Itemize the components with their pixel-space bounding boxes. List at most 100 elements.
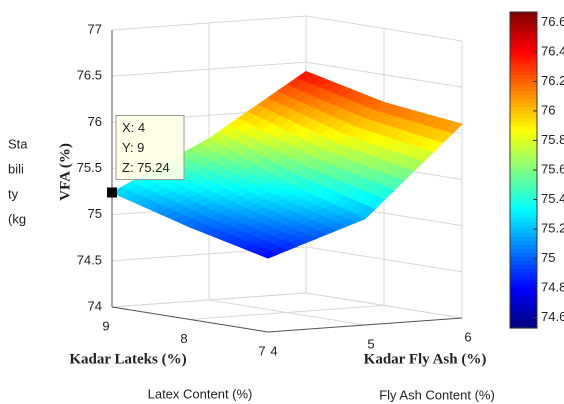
z-tick-label: 76.5	[77, 68, 102, 83]
colorbar-segment	[510, 213, 537, 218]
colorbar-segment	[510, 106, 537, 112]
colorbar-segment	[510, 300, 537, 305]
colorbar-segment	[510, 130, 537, 136]
side-text: ty	[8, 186, 19, 201]
colorbar-segment	[510, 229, 537, 234]
colorbar-segment	[510, 173, 537, 179]
colorbar-segment	[510, 63, 537, 68]
z-tick-label: 74.5	[77, 252, 102, 267]
grid-line	[189, 305, 385, 320]
colorbar-segment	[510, 35, 537, 41]
datatip-marker	[107, 187, 117, 198]
y-tick-label: 7	[258, 343, 265, 358]
colorbar-segment	[510, 75, 537, 80]
axis-line	[267, 317, 463, 333]
colorbar-segment	[510, 272, 537, 278]
colorbar-segment	[510, 94, 537, 100]
colorbar-segment	[510, 276, 537, 282]
z-tick-label: 77	[88, 21, 102, 36]
z-tick-label: 74	[88, 298, 102, 313]
colorbar-segment	[510, 138, 537, 143]
colorbar-segment	[510, 288, 537, 294]
colorbar-segment	[510, 205, 537, 211]
colorbar-segment	[510, 316, 537, 321]
datatip-box	[115, 115, 185, 181]
colorbar-segment	[510, 308, 537, 313]
colorbar-segment	[510, 245, 537, 250]
colorbar-segment	[510, 19, 537, 25]
colorbar-segment	[510, 142, 537, 147]
colorbar-segment	[510, 241, 537, 246]
colorbar-segment	[510, 249, 537, 254]
colorbar-segment	[510, 55, 537, 60]
surface-patch	[259, 250, 279, 259]
colorbar-segment	[510, 23, 537, 29]
colorbar-segment	[510, 296, 537, 301]
colorbar-segment	[510, 225, 537, 230]
colorbar-segment	[510, 252, 537, 258]
colorbar-segment	[510, 39, 537, 45]
colorbar-segment	[510, 162, 537, 167]
colorbar-segment	[510, 158, 537, 163]
colorbar-segment	[510, 193, 537, 199]
colorbar-segment	[510, 122, 537, 128]
x-tick-label: 5	[367, 336, 374, 351]
colorbar-segment	[510, 256, 537, 262]
datatip-text: Y: 9	[122, 140, 144, 155]
colorbar-segment	[510, 284, 537, 290]
colorbar-segment	[510, 185, 537, 191]
colorbar-segment	[510, 79, 537, 84]
z-tick-label: 75	[88, 206, 102, 221]
colorbar-tick-label: 76.2	[541, 73, 564, 88]
colorbar-segment	[510, 260, 537, 266]
colorbar-tick-label: 76	[541, 102, 555, 117]
colorbar-segment	[510, 27, 537, 33]
colorbar-segment	[510, 146, 537, 151]
colorbar-tick-label: 75.6	[541, 161, 564, 176]
colorbar-segment	[510, 170, 537, 175]
colorbar-segment	[510, 166, 537, 171]
colorbar-tick-label: 76.6	[541, 14, 564, 29]
x-caption: Latex Content (%)	[148, 386, 253, 401]
y-tick-label: 9	[102, 318, 109, 333]
colorbar-segment	[510, 98, 537, 104]
x-axis-label: Kadar Fly Ash (%)	[364, 351, 487, 367]
colorbar-segment	[510, 31, 537, 37]
colorbar-segment	[510, 292, 537, 297]
side-text: Sta	[8, 136, 28, 151]
z-axis-label: VFA (%)	[57, 143, 73, 201]
colorbar-segment	[510, 118, 537, 124]
colorbar-segment	[510, 264, 537, 270]
colorbar-segment	[510, 71, 537, 76]
colorbar-segment	[510, 209, 537, 215]
axis-line	[111, 306, 269, 333]
side-text: (kg	[8, 211, 26, 226]
colorbar-tick-label: 75.4	[541, 191, 564, 206]
colorbar-segment	[510, 324, 537, 329]
colorbar-segment	[510, 189, 537, 195]
z-tick-label: 75.5	[77, 160, 102, 175]
colorbar-segment	[510, 197, 537, 203]
x-tick-label: 6	[464, 329, 471, 344]
x-tick-label: 4	[270, 343, 277, 358]
colorbar-segment	[510, 12, 537, 17]
colorbar-segment	[510, 201, 537, 207]
colorbar-segment	[510, 83, 537, 88]
foreground: 74 74.5 75 75.5 76 76.5 77 9 8 7 4 5 6 X: 4 Y: 9 Z: 75.…	[8, 11, 564, 358]
colorbar-segment	[510, 268, 537, 274]
colorbar-segment	[510, 154, 537, 159]
y-caption: Fly Ash Content (%)	[379, 387, 495, 402]
colorbar-segment	[510, 217, 537, 222]
colorbar-tick-label: 75.2	[541, 221, 564, 236]
z-tick-label: 76	[88, 114, 102, 129]
colorbar-segment	[510, 59, 537, 64]
y-axis-label: Kadar Lateks (%)	[69, 351, 186, 367]
colorbar-segment	[510, 177, 537, 183]
colorbar-segment	[510, 233, 537, 238]
colorbar-segment	[510, 87, 537, 92]
colorbar-segment	[510, 221, 537, 226]
side-text: bili	[8, 161, 24, 176]
colorbar-segment	[510, 67, 537, 72]
colorbar-segment	[510, 237, 537, 242]
